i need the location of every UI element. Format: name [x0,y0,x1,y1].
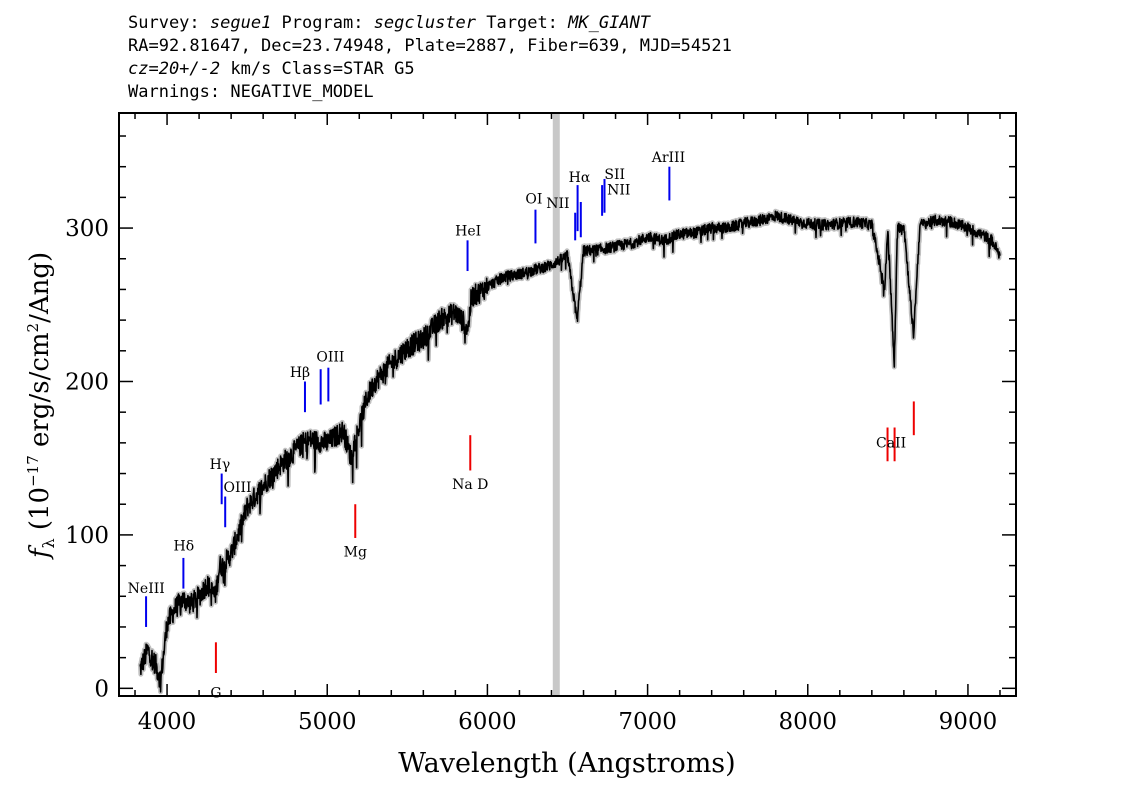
emission-line-label: NII [546,196,569,212]
x-tick-label: 7000 [618,709,677,735]
absorption-line-label: Mg [344,544,367,560]
emission-line-label: Hγ [210,457,231,473]
emission-line-label: Hα [569,170,591,186]
absorption-line-label: CaII [876,435,906,451]
x-axis-label: Wavelength (Angstroms) [398,748,735,779]
y-tick-label: 200 [65,369,109,395]
class-value: km/s Class=STAR G5 [220,59,415,79]
spectrum-error-band [137,208,1003,695]
header-line-redshift: cz=20+/-2 km/s Class=STAR G5 [128,58,732,81]
redshift-value: cz=20+/-2 [128,59,221,79]
emission-line-label: OIII [223,480,251,496]
x-tick-label: 8000 [778,709,837,735]
spectrum-line-0 [139,210,1001,693]
target-value: MK_GIANT [568,13,651,33]
axis-ticks: 4000 5000 6000 7000 8000 9000 0 100 200 300 [65,113,1016,735]
emission-line-label: HeI [455,224,481,240]
program-value: segcluster [373,13,477,33]
header-line-survey: Survey: segue1 Program: segcluster Targe… [128,12,732,35]
x-tick-label: 4000 [138,709,197,735]
x-tick-label: 9000 [939,709,998,735]
y-tick-label: 100 [65,523,109,549]
plot-frame [118,112,1017,697]
y-axis-label: fλ (10−17 erg/s/cm2/Ang) [24,252,58,560]
absorption-line-label: G [210,686,221,702]
emission-line-label: SII [604,167,625,183]
header-line-coordinates: RA=92.81647, Dec=23.74948, Plate=2887, F… [128,36,732,56]
emission-line-label: OI [525,192,542,208]
header-line-warnings: Warnings: NEGATIVE_MODEL [128,82,374,102]
target-label: Target: [476,13,569,33]
emission-line-label: Hδ [174,538,195,554]
absorption-line-label: Na D [452,477,488,493]
survey-label: Survey: [128,13,210,33]
x-tick-label: 5000 [298,709,357,735]
x-tick-label: 6000 [458,709,517,735]
emission-line-label: NII [607,182,630,198]
emission-line-label: Hβ [290,365,310,381]
y-tick-label: 0 [94,676,109,702]
spectrum-header: Survey: segue1 Program: segcluster Targe… [128,12,732,104]
emission-line-label: NeIII [128,581,165,597]
y-axis-label-text: fλ (10−17 erg/s/cm2/Ang) [24,252,58,560]
emission-line-label: ArIII [651,150,685,166]
emission-line-label: OIII [316,350,344,366]
survey-value: segue1 [209,13,272,33]
program-label: Program: [271,13,374,33]
y-tick-label: 300 [65,216,109,242]
